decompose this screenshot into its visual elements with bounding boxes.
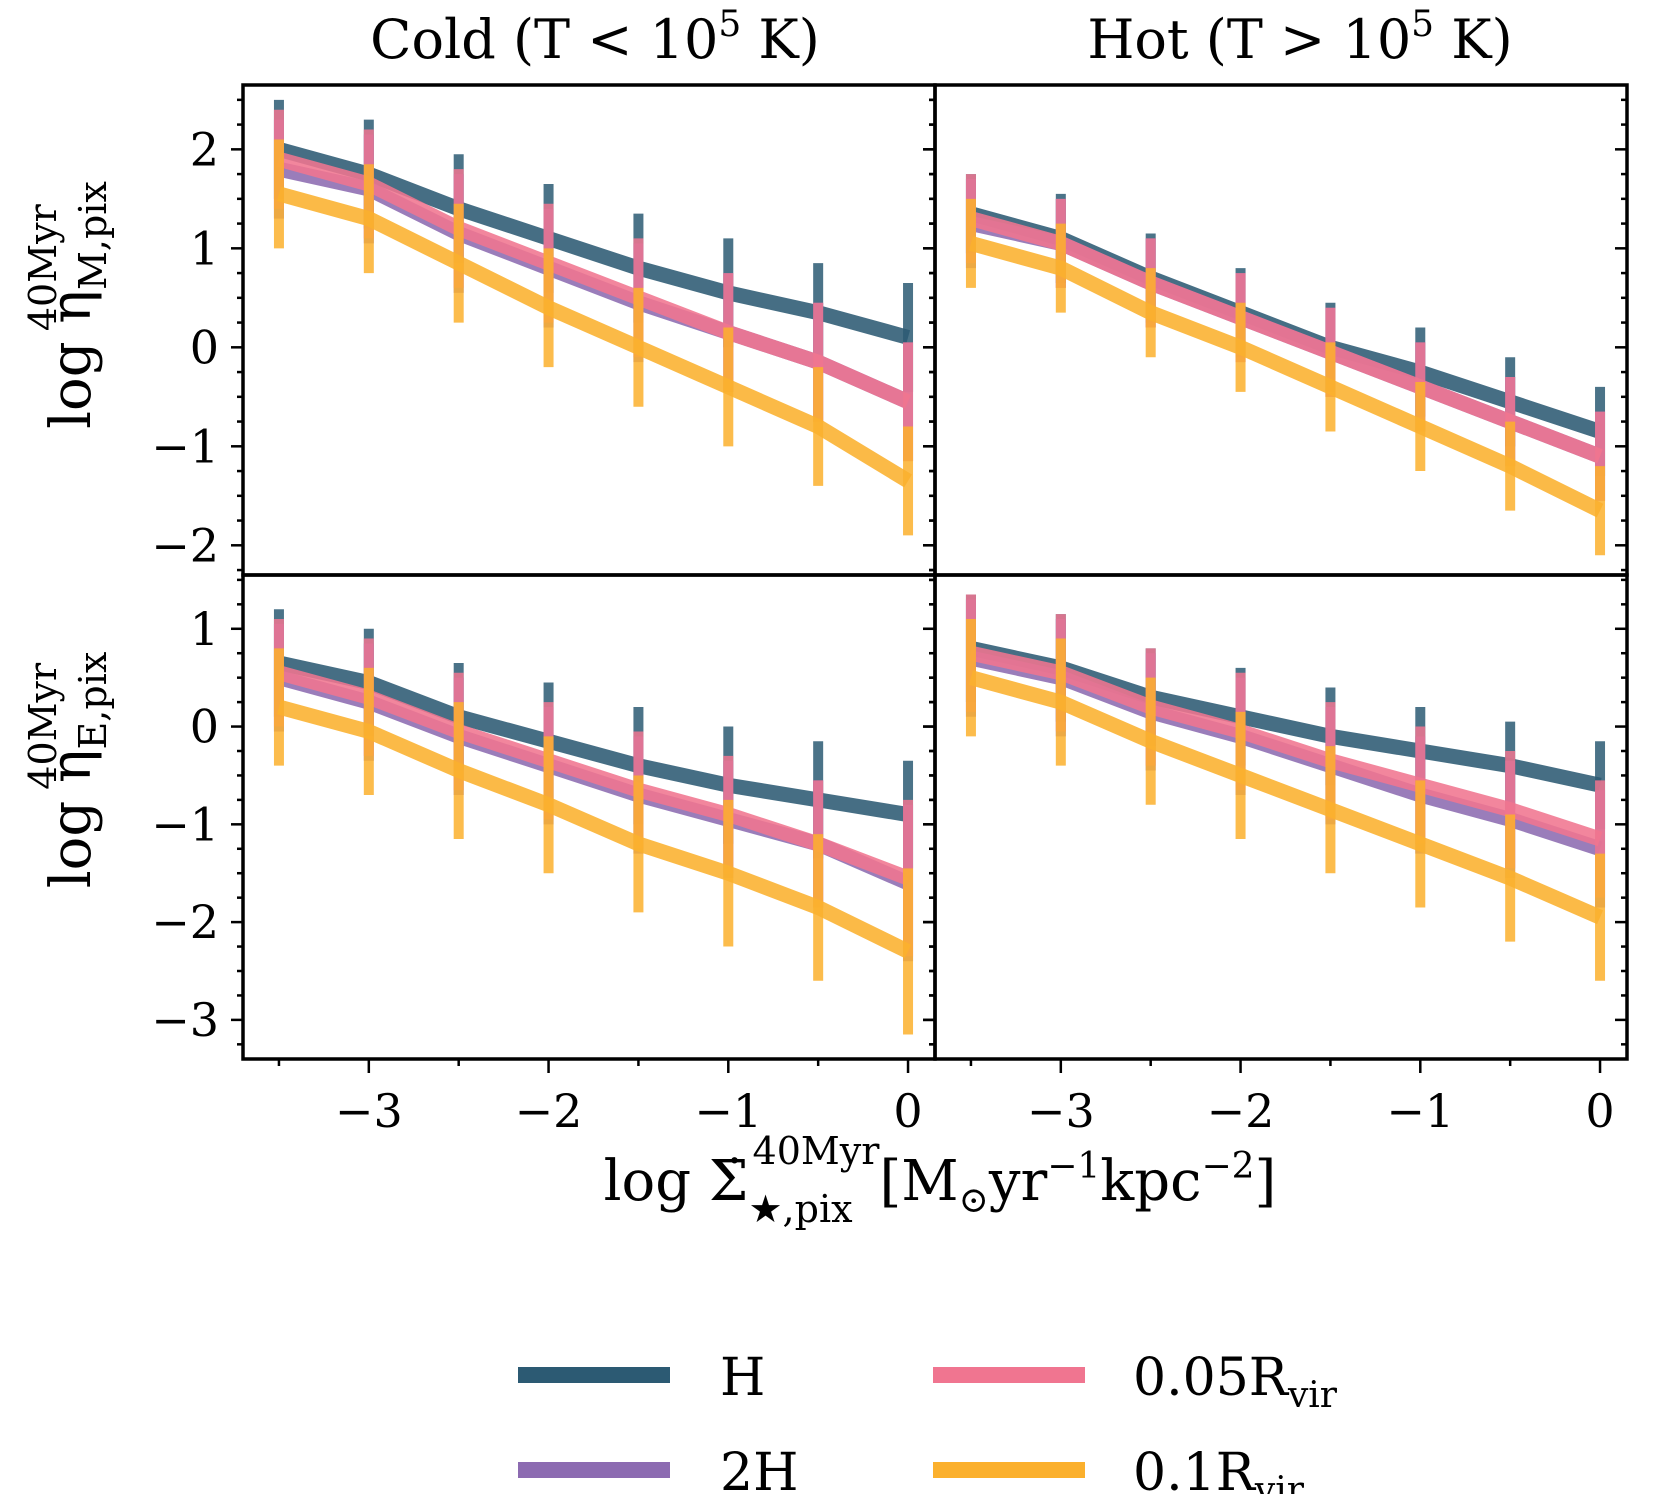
ytick-label: 1 xyxy=(190,602,219,656)
ytick-label: −2 xyxy=(151,895,219,949)
series-0.1rvir xyxy=(965,198,1606,556)
panel-r1-c1: −3 −2 −1 0 xyxy=(923,573,1629,1138)
panel-data xyxy=(273,609,914,1035)
panel-data xyxy=(965,594,1606,981)
panel-r0-c0: 2 1 0 −1 −2 xyxy=(151,83,937,577)
col-title-hot: Hot (T > 105 K) xyxy=(1087,4,1512,71)
panel-data xyxy=(965,174,1606,556)
series-line xyxy=(276,699,912,959)
xtick-label: −1 xyxy=(694,1084,762,1138)
ytick-label: 1 xyxy=(190,221,219,275)
ylabel-mass-loading: log ηM,pix40Myr xyxy=(21,181,115,429)
ytick-label: 2 xyxy=(190,122,219,176)
ytick-label: 0 xyxy=(190,700,219,754)
series-line xyxy=(969,645,1603,847)
series-0.1rvir xyxy=(273,648,914,1035)
legend-label-2h: 2H xyxy=(720,1443,798,1494)
panel-data xyxy=(273,99,914,536)
series-line xyxy=(276,142,911,345)
panel-r1-c0: 1 0 −1 −2 −3 −3 −2 −1 0 xyxy=(151,573,937,1138)
legend: H 2H 0.05Rvir 0.1Rvir xyxy=(518,1348,1338,1494)
xtick-label: −2 xyxy=(515,1084,583,1138)
xtick-label: 0 xyxy=(893,1084,922,1138)
series-0.1rvir xyxy=(965,619,1606,981)
ytick-label: −2 xyxy=(151,518,219,572)
xtick-label: −1 xyxy=(1386,1084,1454,1138)
series-line xyxy=(968,670,1604,925)
ytick-label: −1 xyxy=(151,797,219,851)
series-line xyxy=(277,655,910,822)
series-line xyxy=(968,211,1603,464)
xtick-label: 0 xyxy=(1585,1084,1614,1138)
xtick-label: −3 xyxy=(1027,1084,1095,1138)
col-title-cold: Cold (T < 105 K) xyxy=(370,4,820,71)
xtick-label: −2 xyxy=(1207,1084,1275,1138)
ytick-label: 0 xyxy=(190,320,219,374)
xlabel: log Σ̇★,pix40Myr[M⊙yr−1kpc−2] xyxy=(604,1129,1277,1231)
legend-label-01rvir: 0.1Rvir xyxy=(1133,1443,1305,1494)
series-line xyxy=(276,665,911,886)
ytick-label: −3 xyxy=(151,993,219,1047)
legend-label-h: H xyxy=(720,1348,765,1408)
series-0.1rvir xyxy=(273,139,914,536)
panel-frame xyxy=(933,573,1629,1061)
xtick-label: −3 xyxy=(335,1084,403,1138)
series-line xyxy=(276,186,912,488)
panel-r0-c1 xyxy=(923,83,1629,577)
series-line xyxy=(968,236,1604,518)
ytick-label: −1 xyxy=(151,419,219,473)
series-line xyxy=(276,152,912,409)
ylabel-energy-loading: log ηE,pix40Myr xyxy=(21,652,115,889)
legend-label-005rvir: 0.05Rvir xyxy=(1133,1348,1338,1416)
